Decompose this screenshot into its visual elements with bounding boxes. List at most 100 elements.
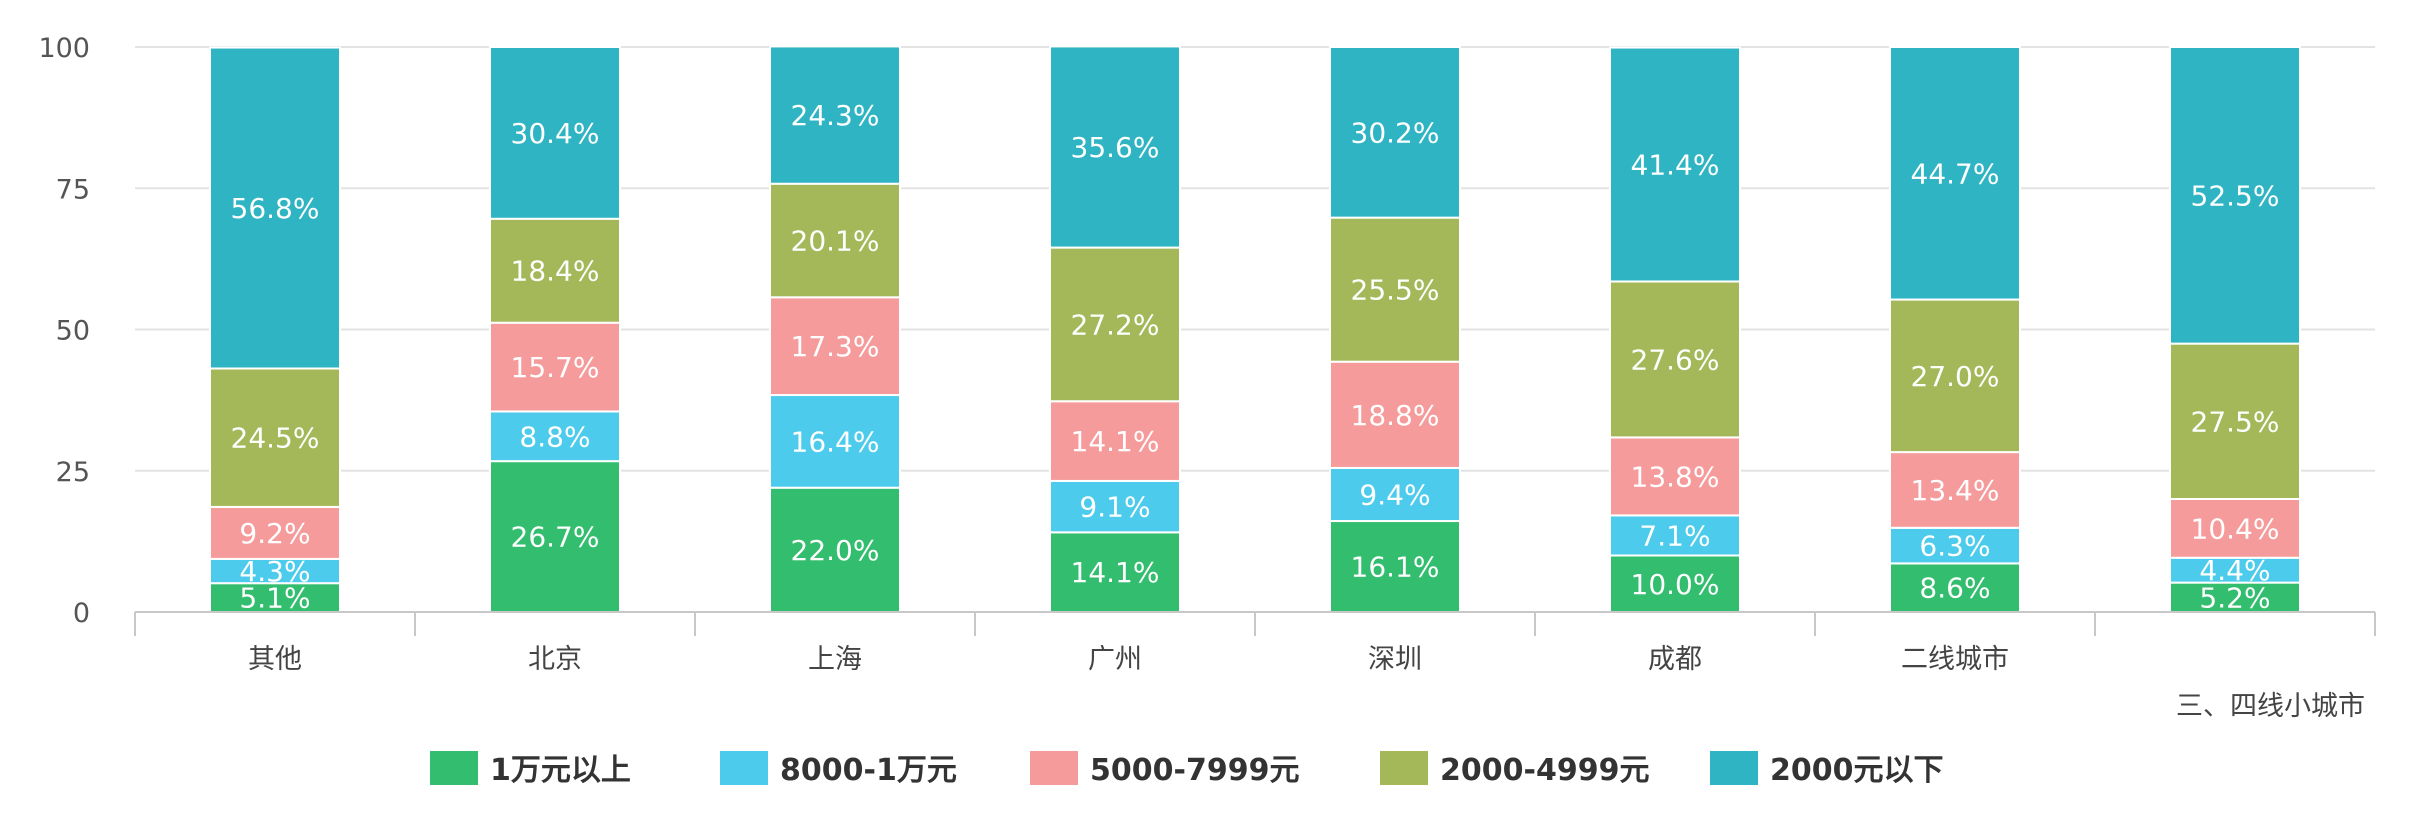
segment-labels: 5.1%4.3% 9.2% 24.5% 56.8% 26.7% 8.8% 15.7% 18.4…: [231, 99, 2280, 615]
bar-segment[interactable]: [1609, 554, 1741, 613]
legend[interactable]: 1万元以上 8000-1万元 5000-7999元 2000-4999元 2000元以下: [430, 751, 1944, 788]
segment-value-label: 30.2%: [1351, 116, 1440, 149]
segment-value-label: 14.1%: [1071, 556, 1160, 589]
bar-segment[interactable]: [2169, 342, 2301, 500]
bar-segment[interactable]: [209, 46, 341, 370]
bar-segment[interactable]: [1889, 451, 2021, 529]
bar-segment[interactable]: [489, 410, 621, 463]
segment-value-label: 10.4%: [2191, 512, 2280, 545]
x-tick-label: 其他: [248, 644, 302, 675]
segment-value-label: 14.1%: [1071, 425, 1160, 458]
segment-value-label: 16.4%: [791, 425, 880, 458]
segment-value-label: 30.4%: [511, 117, 600, 150]
segment-value-label: 8.8%: [519, 420, 590, 453]
x-tick-label: 北京: [528, 644, 582, 675]
bar-segment[interactable]: [2169, 46, 2301, 345]
legend-item[interactable]: 2000-4999元: [1380, 751, 1649, 788]
bar-segment[interactable]: [1049, 400, 1181, 482]
bar-segment[interactable]: [769, 394, 901, 489]
segment-value-label: 27.0%: [1911, 360, 2000, 393]
x-tick-label: 上海: [808, 644, 862, 675]
bar-segment[interactable]: [2169, 556, 2301, 584]
bar-segment[interactable]: [1609, 46, 1741, 283]
segment-value-label: 35.6%: [1071, 131, 1160, 164]
segment-value-label: 9.4%: [1359, 478, 1430, 511]
y-tick-label: 0: [73, 598, 90, 629]
x-tick-label: 二线城市: [1901, 644, 2009, 675]
x-tick-label: 深圳: [1368, 644, 1422, 675]
segment-value-label: 44.7%: [1911, 157, 2000, 190]
segment-value-label: 18.8%: [1351, 399, 1440, 432]
segment-value-label: 7.1%: [1639, 519, 1710, 552]
bar-segment[interactable]: [1049, 246, 1181, 403]
segment-value-label: 56.8%: [231, 192, 320, 225]
segment-value-label: 24.3%: [791, 99, 880, 132]
segment-value-label: 27.6%: [1631, 343, 1720, 376]
legend-label: 1万元以上: [490, 753, 631, 788]
legend-item[interactable]: 5000-7999元: [1030, 751, 1299, 788]
segment-value-label: 20.1%: [791, 225, 880, 258]
bar-segment[interactable]: [489, 46, 621, 220]
bar-segment[interactable]: [1049, 479, 1181, 534]
legend-label: 8000-1万元: [780, 753, 957, 788]
legend-swatch: [1030, 751, 1078, 785]
segment-value-label: 25.5%: [1351, 274, 1440, 307]
legend-swatch: [720, 751, 768, 785]
segment-value-label: 13.4%: [1911, 474, 2000, 507]
x-tick-label: 成都: [1648, 644, 1702, 675]
y-tick-label: 100: [38, 33, 90, 64]
segment-value-label: 9.2%: [239, 517, 310, 550]
bar-segment[interactable]: [1609, 514, 1741, 557]
segment-value-label: 15.7%: [511, 351, 600, 384]
bar-segment[interactable]: [1329, 466, 1461, 523]
segment-value-label: 13.8%: [1631, 460, 1720, 493]
legend-label: 2000元以下: [1770, 753, 1944, 788]
bar-segment[interactable]: [1889, 298, 2021, 454]
y-tick-label: 50: [56, 316, 90, 347]
segment-value-label: 6.3%: [1919, 530, 1990, 563]
bar-segment[interactable]: [769, 296, 901, 397]
bar-segment[interactable]: [489, 217, 621, 324]
legend-item[interactable]: 8000-1万元: [720, 751, 957, 788]
segment-value-label: 17.3%: [791, 330, 880, 363]
segment-value-label: 27.5%: [2191, 405, 2280, 438]
segment-value-label: 24.5%: [231, 422, 320, 455]
bar-segment[interactable]: [1049, 531, 1181, 614]
bar-segment[interactable]: [769, 486, 901, 614]
gridlines: [135, 46, 2375, 472]
bar-segment[interactable]: [1049, 45, 1181, 249]
segment-value-label: 4.4%: [2199, 554, 2270, 587]
segment-value-label: 26.7%: [511, 521, 600, 554]
y-tick-label: 25: [56, 457, 90, 488]
segment-value-label: 5.1%: [239, 582, 310, 615]
bar-segment[interactable]: [1329, 46, 1461, 219]
segment-value-label: 10.0%: [1631, 568, 1720, 601]
segment-value-label: 52.5%: [2191, 179, 2280, 212]
segment-value-label: 8.6%: [1919, 572, 1990, 605]
bar-segment[interactable]: [209, 582, 341, 613]
segment-value-label: 5.2%: [2199, 581, 2270, 614]
bar-segment[interactable]: [209, 557, 341, 585]
bar-segment[interactable]: [209, 367, 341, 508]
bars: [209, 45, 2301, 614]
bar-segment[interactable]: [489, 460, 621, 613]
segment-value-label: 22.0%: [791, 534, 880, 567]
bar-segment[interactable]: [1889, 46, 2021, 301]
bar-segment[interactable]: [489, 321, 621, 413]
legend-item[interactable]: 1万元以上: [430, 751, 631, 788]
bar-segment[interactable]: [1329, 216, 1461, 363]
legend-label: 2000-4999元: [1440, 753, 1649, 788]
segment-value-label: 18.4%: [511, 255, 600, 288]
y-tick-label: 75: [56, 174, 90, 205]
segment-value-label: 9.1%: [1079, 491, 1150, 524]
segment-value-label: 16.1%: [1351, 551, 1440, 584]
legend-item[interactable]: 2000元以下: [1710, 751, 1944, 788]
x-tick-label: 广州: [1088, 644, 1142, 675]
legend-swatch: [1380, 751, 1428, 785]
bar-segment[interactable]: [1609, 436, 1741, 517]
x-tick-label: 三、四线小城市: [2176, 691, 2365, 722]
segment-value-label: 27.2%: [1071, 308, 1160, 341]
bar-segment[interactable]: [769, 45, 901, 185]
